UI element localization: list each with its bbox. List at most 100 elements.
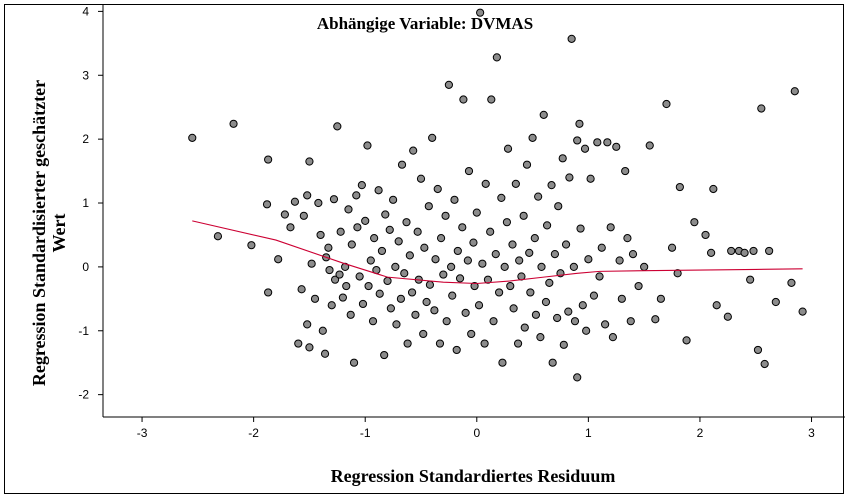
data-point [667, 243, 677, 252]
data-point [771, 297, 780, 307]
data-point [430, 306, 439, 315]
data-point [459, 95, 468, 104]
data-point [508, 240, 517, 249]
data-point [364, 281, 373, 291]
data-point [280, 210, 289, 219]
data-point [274, 255, 283, 264]
data-point [349, 358, 359, 367]
data-point [370, 234, 379, 243]
data-point [366, 256, 375, 265]
data-point [439, 270, 448, 279]
data-point [428, 133, 437, 142]
data-point [327, 301, 336, 310]
data-point [603, 138, 612, 147]
data-point [528, 133, 537, 142]
data-point [615, 256, 624, 265]
data-point [498, 358, 507, 367]
x-tick-label: -2 [248, 426, 259, 440]
y-tick-label: 0 [82, 260, 89, 274]
y-tick-label: -2 [78, 388, 89, 402]
data-point [580, 144, 590, 153]
data-point [441, 211, 450, 220]
data-point [346, 310, 355, 319]
data-point [492, 53, 501, 62]
data-point [500, 262, 509, 271]
data-point [335, 270, 344, 279]
data-point [392, 320, 401, 329]
data-point [286, 223, 295, 232]
data-point [534, 192, 543, 201]
x-tick-label: -3 [137, 426, 148, 440]
data-point [651, 315, 660, 324]
data-point [290, 197, 300, 206]
data-point [520, 323, 529, 332]
x-tick-label: 2 [697, 426, 704, 440]
y-ticks: -2 -1 0 1 2 3 4 [78, 5, 103, 402]
data-point [513, 339, 523, 348]
data-point [573, 373, 582, 382]
data-point [397, 160, 407, 169]
data-point [550, 250, 559, 259]
data-point [645, 141, 654, 150]
data-point [347, 240, 356, 249]
data-point [305, 157, 314, 166]
data-point [634, 281, 643, 291]
data-point [402, 218, 411, 227]
x-axis-title: Regression Standardiertes Residuum [331, 466, 616, 486]
data-point [413, 227, 422, 236]
data-point [530, 234, 539, 243]
data-point [541, 297, 551, 307]
data-point [416, 174, 426, 183]
data-point [567, 34, 576, 43]
data-point [391, 262, 400, 271]
data-point [586, 174, 595, 183]
data-point [545, 278, 554, 287]
data-point [297, 285, 306, 294]
data-point [502, 218, 512, 227]
data-point [247, 241, 256, 250]
y-tick-label: 2 [82, 132, 89, 146]
data-point [701, 230, 710, 240]
data-point [333, 122, 342, 131]
data-point [262, 200, 272, 209]
data-point [358, 299, 368, 309]
data-point [381, 210, 390, 219]
data-point [606, 223, 615, 232]
data-point [712, 301, 721, 310]
data-point [478, 259, 487, 268]
data-point [565, 173, 574, 182]
data-point [294, 339, 303, 348]
data-point [526, 288, 535, 297]
data-point [573, 136, 582, 145]
data-point [525, 248, 534, 257]
data-point [640, 262, 649, 271]
data-point [489, 317, 498, 326]
data-point [561, 240, 571, 249]
data-point [612, 142, 621, 151]
data-point [424, 202, 433, 211]
data-point [617, 294, 626, 303]
data-point [436, 234, 446, 243]
data-point [342, 281, 351, 291]
data-point [386, 304, 395, 313]
data-point [539, 110, 548, 119]
data-point [765, 246, 774, 256]
y-axis-title-line2: Wert [49, 214, 69, 253]
data-point [727, 246, 736, 256]
x-tick-label: -1 [360, 426, 371, 440]
data-point [377, 246, 387, 256]
data-point [707, 248, 716, 257]
data-point [303, 320, 312, 329]
data-point [576, 224, 585, 233]
data-point [584, 255, 593, 264]
data-point [464, 166, 474, 176]
data-point [213, 232, 223, 241]
data-point [442, 317, 451, 326]
data-point [621, 166, 630, 176]
data-point [455, 274, 465, 283]
data-point [403, 339, 412, 348]
data-point [316, 230, 325, 240]
data-point [558, 154, 567, 163]
data-point [329, 195, 339, 204]
data-point [554, 202, 563, 211]
